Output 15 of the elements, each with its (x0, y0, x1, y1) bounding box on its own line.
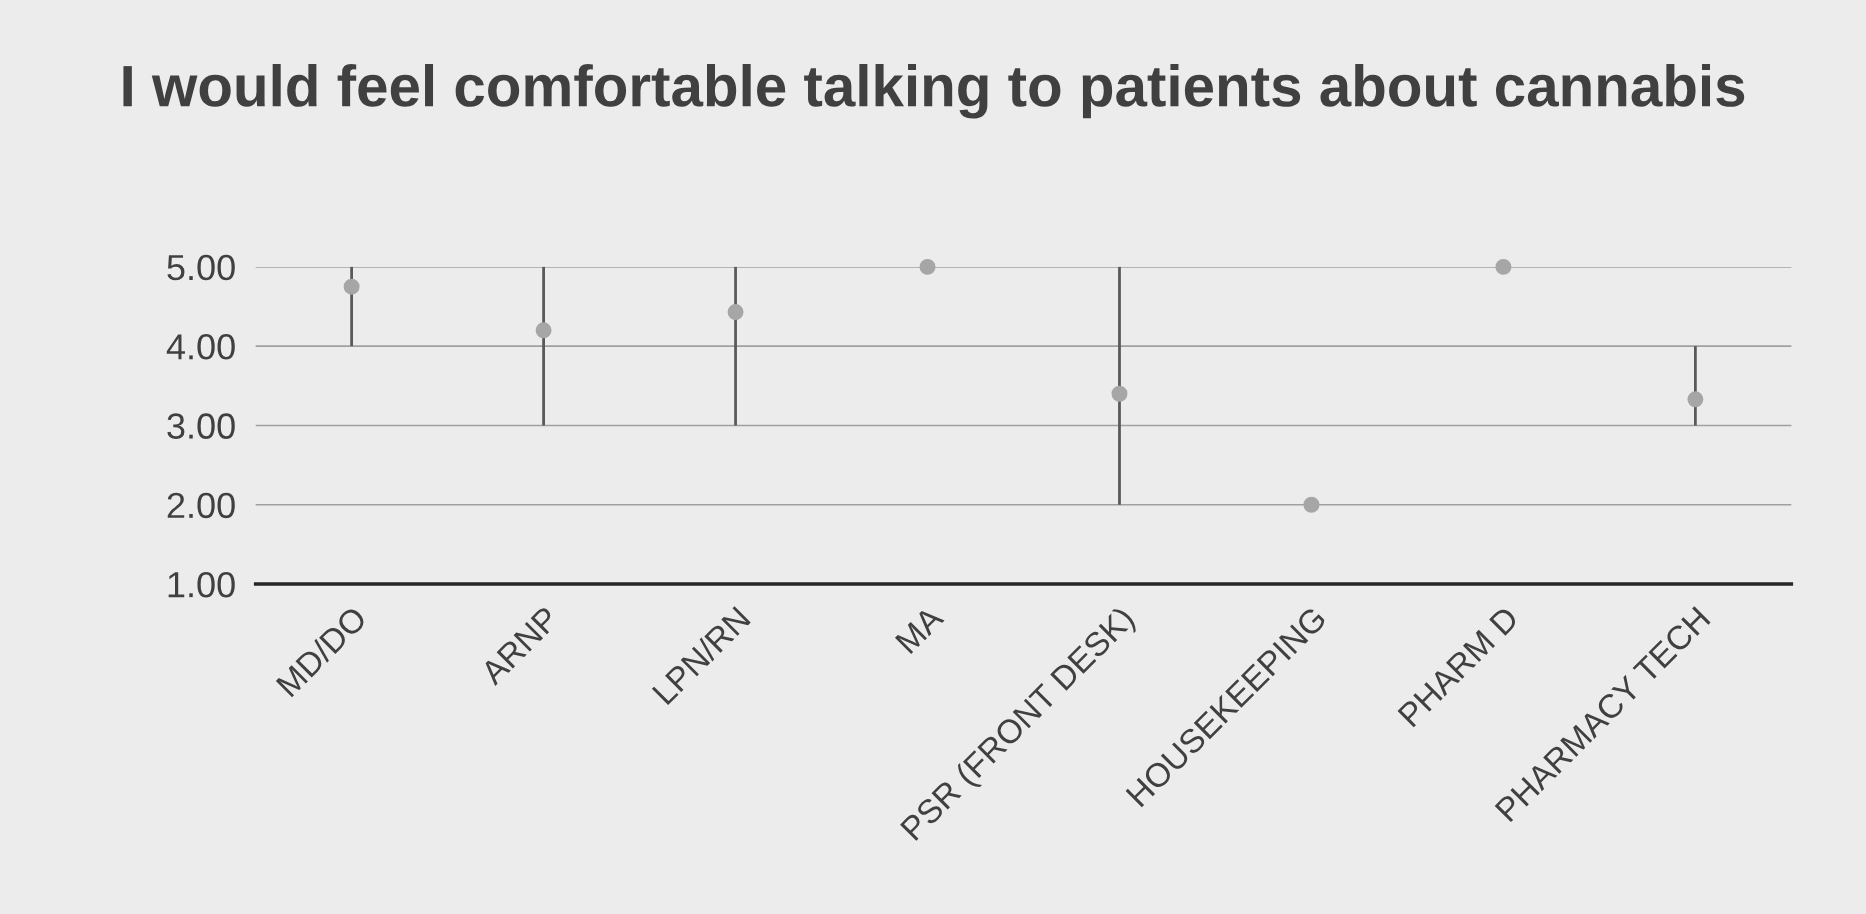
y-tick-label: 1.00 (168, 571, 235, 598)
x-tick-label: MA (894, 604, 945, 654)
point (343, 278, 360, 295)
y-tick-label: 3.00 (167, 413, 235, 439)
chart-title: I would feel comfortable talking to patients about cannabis (123, 63, 1745, 119)
point (1111, 385, 1128, 402)
point (919, 258, 936, 275)
point (1495, 258, 1512, 275)
point (535, 322, 552, 339)
point (1687, 391, 1704, 408)
y-tick-label: 2.00 (167, 492, 235, 519)
y-tick-label: 4.00 (166, 334, 235, 360)
point (727, 304, 744, 321)
point (1303, 496, 1320, 513)
y-tick-label: 5.00 (167, 254, 235, 281)
